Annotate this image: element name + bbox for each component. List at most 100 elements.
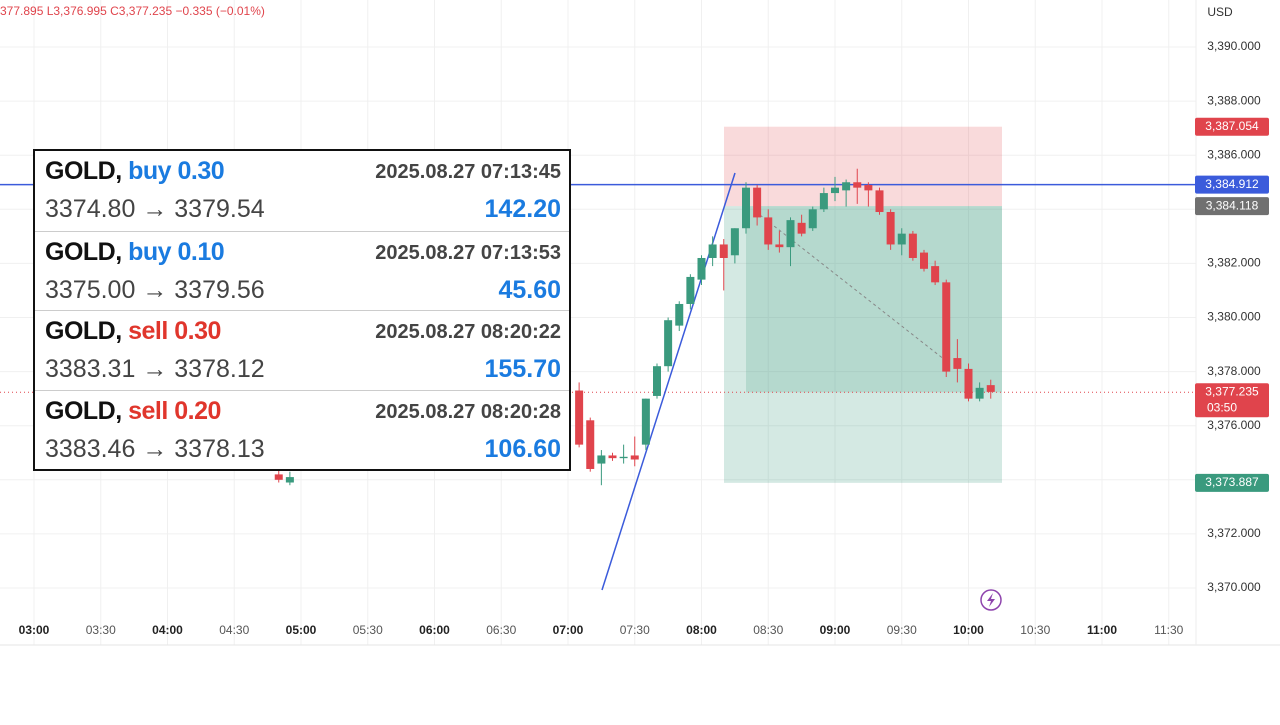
y-tick-label: 3,378.000 [1207, 364, 1261, 378]
y-tick-label: 3,382.000 [1207, 256, 1261, 270]
symbol: GOLD, [45, 157, 122, 185]
candle-body [697, 257, 706, 280]
trade-time: 2025.08.27 08:20:22 [375, 321, 561, 343]
x-tick-label: 10:00 [953, 623, 984, 637]
x-tick-label: 06:00 [419, 623, 450, 637]
candle-body [742, 187, 750, 229]
side: buy 0.30 [128, 157, 225, 185]
x-tick-label: 07:00 [553, 623, 584, 637]
candle-body [808, 209, 817, 229]
price-label: 3,384.118 [1206, 198, 1259, 212]
x-tick-label: 10:30 [1020, 623, 1050, 637]
trade-time: 2025.08.27 07:13:53 [375, 241, 561, 264]
x-tick-label: 09:00 [820, 623, 851, 637]
candle-body [942, 282, 951, 372]
y-tick-label: 3,370.000 [1207, 580, 1261, 594]
price-label: 3,377.235 [1205, 384, 1259, 398]
trade-prices: 3375.00 → 3379.56 [45, 275, 265, 304]
candle-body [641, 398, 650, 445]
candle-body [775, 244, 784, 248]
frame [724, 0, 1002, 1]
price-label-bg [1195, 197, 1269, 216]
x-tick-label: 11:00 [1087, 623, 1117, 637]
trade-profit: 106.60 [484, 434, 561, 463]
candle-body [875, 190, 884, 213]
trade-title: GOLD, sell 0.30 [45, 317, 221, 346]
trade-time: 2025.08.27 07:13:45 [375, 161, 561, 183]
x-tick-label: 03:30 [86, 623, 116, 637]
x-tick-label: 03:00 [19, 623, 50, 637]
candle-body [285, 477, 294, 483]
ohlc-header: 377.895 L3,376.995 C3,377.235 −0.335 (−0… [0, 4, 265, 18]
candle-body [664, 320, 673, 367]
candle-body [586, 420, 595, 469]
trend-line [601, 172, 736, 591]
candle-body [953, 358, 962, 369]
candle-body [730, 228, 739, 256]
candle-body [831, 187, 839, 194]
candle-body [753, 187, 762, 218]
target-zone [724, 206, 1002, 483]
y-tick-label: 3,386.000 [1207, 147, 1261, 161]
y-tick-label: 3,372.000 [1207, 526, 1261, 540]
candle-body [920, 252, 928, 269]
y-tick-label: 3,390.000 [1207, 39, 1261, 53]
trades-panel: GOLD, buy 0.30 2025.08.27 07:13:45 3374.80… [33, 149, 571, 471]
candle-body [630, 455, 639, 460]
stop-zone [724, 126, 1002, 207]
trade-profit: 45.60 [498, 275, 561, 304]
trade-title: GOLD, buy 0.10 [45, 237, 225, 267]
trade-title: GOLD, sell 0.20 [45, 397, 221, 426]
candle-body [764, 217, 773, 245]
candle-body [608, 455, 617, 459]
x-tick-label: 05:30 [353, 623, 383, 637]
trade-prices: 3374.80 → 3379.54 [45, 195, 265, 223]
candle-body [619, 456, 628, 459]
x-tick-label: 04:00 [152, 623, 183, 637]
countdown: 03:50 [1207, 400, 1237, 414]
x-tick-label: 05:00 [286, 623, 317, 637]
candle-body [853, 182, 862, 188]
currency: USD [1207, 5, 1233, 19]
candle-body [786, 220, 795, 248]
candle-body [274, 474, 283, 480]
side: buy 0.10 [128, 237, 225, 266]
symbol: GOLD, [45, 396, 122, 425]
symbol: GOLD, [45, 237, 122, 266]
x-tick-label: 04:30 [219, 623, 249, 637]
x-tick-label: 11:30 [1154, 623, 1183, 637]
price-label: 3,387.054 [1205, 119, 1259, 133]
candle-body [842, 182, 851, 191]
trade-prices: 3383.46 → 3378.13 [45, 434, 265, 463]
price-label-bg [1195, 117, 1269, 136]
event-icon[interactable] [980, 589, 1002, 611]
trade-row: GOLD, sell 0.30 2025.08.27 08:20:22 3383.3… [35, 310, 569, 390]
price-label-bg [1195, 473, 1269, 492]
candle-body [886, 212, 895, 245]
candle-body [797, 222, 806, 234]
price-label: 3,373.887 [1205, 475, 1259, 489]
trade-time: 2025.08.27 08:20:28 [375, 400, 561, 423]
trade-profit: 155.70 [484, 355, 561, 383]
side: sell 0.20 [128, 396, 221, 425]
trade-prices: 3383.31 → 3378.12 [45, 355, 265, 383]
candle-body [931, 266, 940, 283]
price-label: 3,384.912 [1205, 177, 1259, 191]
trade-title: GOLD, buy 0.30 [45, 157, 225, 186]
x-tick-label: 08:00 [686, 623, 717, 637]
candle-body [986, 385, 995, 392]
side: sell 0.30 [128, 317, 221, 345]
trade-row: GOLD, buy 0.10 2025.08.27 07:13:53 3375.00… [35, 230, 569, 311]
candle-body [908, 233, 917, 258]
x-tick-label: 06:30 [486, 623, 516, 637]
candle-body [719, 244, 728, 258]
y-tick-label: 3,376.000 [1207, 418, 1261, 432]
candle-body [686, 276, 695, 304]
candle-body [897, 233, 906, 245]
candle-body [964, 368, 973, 399]
price-label-bg [1195, 175, 1269, 194]
y-tick-label: 3,380.000 [1207, 310, 1261, 324]
candle-body [597, 455, 606, 464]
trade-row: GOLD, buy 0.30 2025.08.27 07:13:45 3374.80… [35, 151, 569, 231]
